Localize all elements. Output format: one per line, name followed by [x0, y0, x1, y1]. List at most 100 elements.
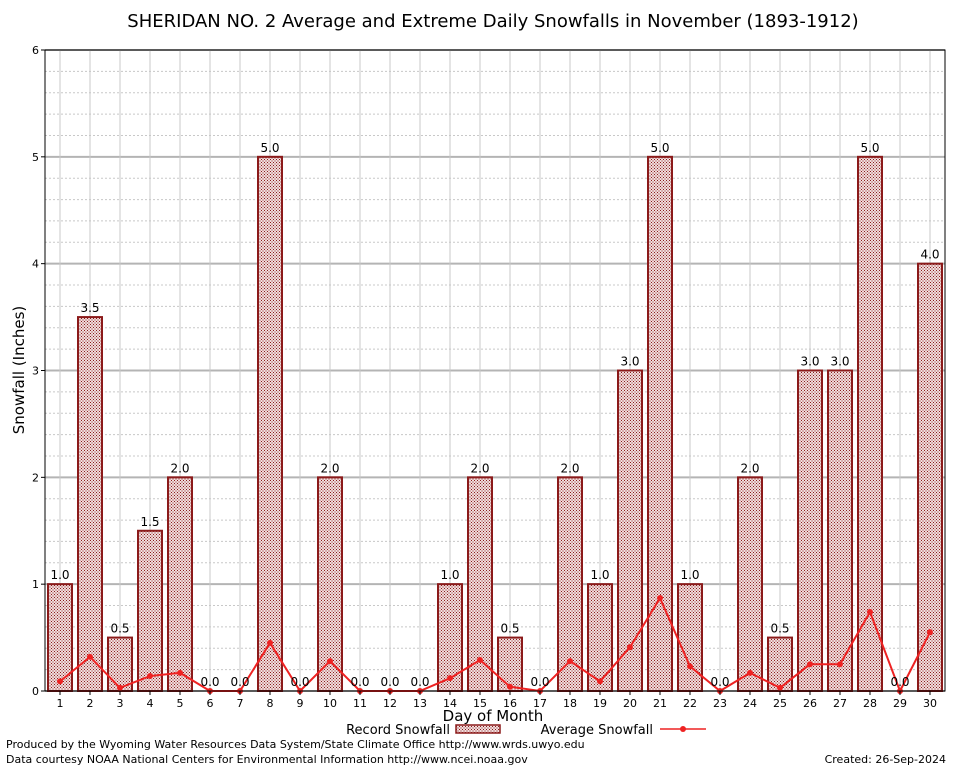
average-point-day-28	[867, 608, 873, 615]
average-point-day-8	[267, 639, 273, 646]
data-label-day-11: 0.0	[350, 675, 369, 689]
bar-day-21	[647, 155, 673, 693]
average-point-day-3	[117, 684, 123, 691]
footer-producer: Produced by the Wyoming Water Resources …	[6, 738, 585, 751]
x-tick-label: 19	[593, 697, 607, 710]
average-polyline	[59, 595, 931, 694]
average-point-day-27	[837, 661, 843, 668]
x-tick-label: 25	[773, 697, 787, 710]
data-label-day-23: 0.0	[710, 675, 729, 689]
x-tick-label: 5	[177, 697, 184, 710]
average-point-day-18	[567, 658, 573, 665]
bar-day-20	[617, 369, 643, 692]
data-label-day-25: 0.5	[770, 622, 789, 636]
y-axis-label: Snowfall (Inches)	[10, 306, 28, 434]
x-tick-label: 11	[353, 697, 367, 710]
y-tick-label: 5	[32, 151, 39, 164]
data-label-day-19: 1.0	[590, 568, 609, 582]
footer-data-source: Data courtesy NOAA National Centers for …	[6, 753, 528, 766]
average-point-day-21	[657, 595, 663, 602]
data-label-day-7: 0.0	[230, 675, 249, 689]
x-tick-label: 1	[57, 697, 64, 710]
y-tick-label: 2	[32, 471, 39, 484]
data-label-day-1: 1.0	[50, 568, 69, 582]
bar-day-18	[557, 476, 583, 693]
data-label-day-27: 3.0	[830, 355, 849, 369]
average-point-day-25	[777, 684, 783, 691]
y-tick-label: 0	[32, 685, 39, 698]
x-tick-label: 14	[443, 697, 457, 710]
data-label-day-18: 2.0	[560, 461, 579, 475]
bar-day-24	[737, 476, 763, 693]
x-tick-label: 20	[623, 697, 637, 710]
data-label-day-26: 3.0	[800, 355, 819, 369]
bar-day-27	[827, 369, 853, 692]
x-tick-label: 28	[863, 697, 877, 710]
data-label-day-14: 1.0	[440, 568, 459, 582]
average-point-day-2	[87, 653, 93, 660]
y-tick-label: 1	[32, 578, 39, 591]
x-tick-label: 23	[713, 697, 727, 710]
x-tick-label: 15	[473, 697, 487, 710]
x-tick-label: 22	[683, 697, 697, 710]
x-tick-label: 21	[653, 697, 667, 710]
data-label-day-21: 5.0	[650, 141, 669, 155]
data-label-day-4: 1.5	[140, 515, 159, 529]
bar-day-26	[797, 369, 823, 692]
footer-created: Created: 26-Sep-2024	[825, 753, 946, 766]
bar-day-2	[77, 316, 103, 692]
bar-day-16	[497, 636, 523, 692]
data-label-day-17: 0.0	[530, 675, 549, 689]
data-label-day-2: 3.5	[80, 301, 99, 315]
legend-average-marker	[680, 726, 686, 732]
x-axis-label: Day of Month	[443, 707, 544, 725]
x-tick-label: 27	[833, 697, 847, 710]
data-label-day-10: 2.0	[320, 461, 339, 475]
x-tick-label: 24	[743, 697, 757, 710]
x-tick-label: 2	[87, 697, 94, 710]
data-label-day-29: 0.0	[890, 675, 909, 689]
bar-day-3	[107, 636, 133, 692]
x-tick-label: 12	[383, 697, 397, 710]
data-label-day-12: 0.0	[380, 675, 399, 689]
x-tick-label: 6	[207, 697, 214, 710]
y-tick-label: 3	[32, 365, 39, 378]
x-tick-label: 7	[237, 697, 244, 710]
data-label-day-30: 4.0	[920, 248, 939, 262]
x-tick-label: 29	[893, 697, 907, 710]
data-label-day-6: 0.0	[200, 675, 219, 689]
x-tick-label: 13	[413, 697, 427, 710]
legend-record-swatch	[455, 724, 501, 734]
average-point-day-10	[327, 658, 333, 665]
x-tick-label: 8	[267, 697, 274, 710]
x-tick-label: 16	[503, 697, 517, 710]
x-tick-label: 3	[117, 697, 124, 710]
x-axis-ticks: 1 2 3 4 5 6 7 8 9 10 11 12 13 14 15 16 17 18 19 20 21 22 23 24 2…	[57, 691, 937, 710]
bar-day-30	[917, 262, 943, 692]
data-label-day-9: 0.0	[290, 675, 309, 689]
average-line	[57, 595, 933, 694]
data-label-day-22: 1.0	[680, 568, 699, 582]
average-point-day-30	[927, 629, 933, 636]
bar-day-14	[437, 583, 463, 693]
x-tick-label: 18	[563, 697, 577, 710]
bar-day-10	[317, 476, 343, 693]
legend: Record Snowfall Average Snowfall	[346, 723, 706, 738]
data-label-day-28: 5.0	[860, 141, 879, 155]
data-label-day-8: 5.0	[260, 141, 279, 155]
plot-frame	[44, 49, 946, 692]
average-point-day-14	[447, 675, 453, 682]
x-tick-label: 9	[297, 697, 304, 710]
average-point-day-5	[177, 669, 183, 676]
x-tick-label: 4	[147, 697, 154, 710]
data-label-day-24: 2.0	[740, 461, 759, 475]
bars	[47, 155, 943, 693]
average-point-day-1	[57, 678, 63, 685]
data-label-day-16: 0.5	[500, 622, 519, 636]
y-tick-label: 6	[32, 44, 39, 57]
data-labels: 1.0 3.5 0.5 1.5 2.0 0.0 0.0 5.0 0.0 2.0 0.0 0.0 0.0 1…	[50, 141, 939, 689]
average-point-day-19	[597, 678, 603, 685]
average-point-day-24	[747, 669, 753, 676]
data-label-day-3: 0.5	[110, 622, 129, 636]
